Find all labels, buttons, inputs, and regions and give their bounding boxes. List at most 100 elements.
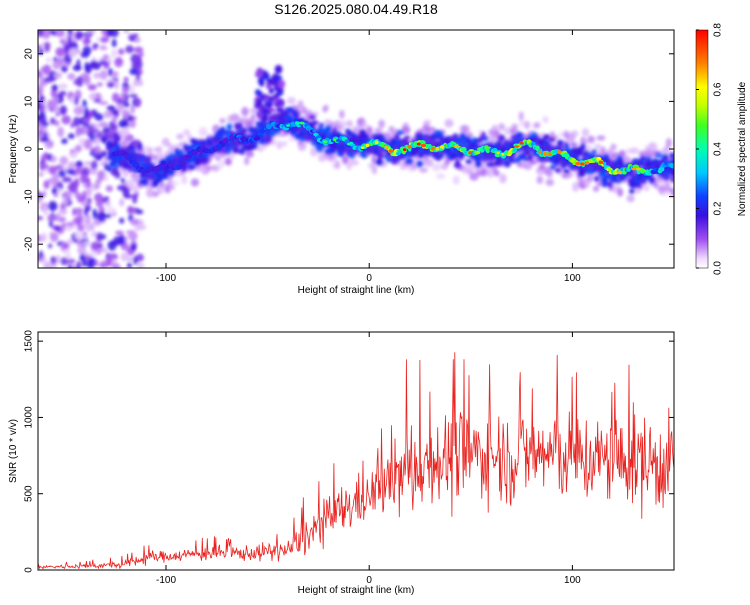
- x-tick-label: 0: [366, 575, 372, 586]
- heatmap-cell: [101, 135, 108, 144]
- heatmap-cell: [64, 226, 74, 231]
- heatmap-cell: [61, 222, 67, 230]
- heatmap-cell: [133, 37, 141, 43]
- figure-title: S126.2025.080.04.49.R18: [274, 1, 438, 17]
- heatmap-cell: [90, 222, 95, 231]
- heatmap-cell: [218, 132, 224, 139]
- heatmap-cell: [360, 146, 365, 150]
- heatmap-cell: [255, 89, 261, 96]
- heatmap-cell: [493, 169, 500, 177]
- heatmap-cell: [145, 188, 155, 198]
- heatmap-cell: [139, 161, 145, 167]
- heatmap-cell: [152, 191, 159, 198]
- colorbar-label: Normalized spectral amplitude: [737, 81, 748, 216]
- heatmap-cell: [225, 157, 232, 166]
- heatmap-cell: [38, 44, 43, 50]
- heatmap-cell: [430, 146, 435, 151]
- heatmap-cell: [273, 73, 279, 83]
- heatmap-cell: [374, 140, 379, 145]
- heatmap-cell: [47, 200, 58, 212]
- heatmap-cell: [58, 90, 67, 97]
- heatmap-cell: [59, 156, 69, 166]
- heatmap-cell: [38, 121, 41, 129]
- heatmap-cell: [58, 83, 68, 90]
- heatmap-cell: [161, 137, 170, 147]
- heatmap-cell: [66, 168, 75, 175]
- heatmap-cell: [361, 152, 367, 159]
- heatmap-cell: [120, 252, 129, 262]
- heatmap-cell: [128, 93, 138, 98]
- heatmap-cell: [120, 177, 125, 183]
- heatmap-cell: [636, 161, 645, 167]
- heatmap-cell: [95, 92, 102, 101]
- colorbar-tick-label: 0.2: [713, 201, 724, 215]
- heatmap-cell: [82, 117, 91, 124]
- heatmap-cell: [107, 68, 114, 77]
- heatmap-cell: [418, 167, 428, 173]
- heatmap-cell: [282, 140, 288, 147]
- heatmap-cell: [378, 119, 386, 129]
- heatmap-cell: [270, 114, 279, 122]
- heatmap-cell: [589, 169, 597, 173]
- heatmap-cell: [38, 72, 44, 80]
- heatmap-cell: [269, 96, 275, 102]
- snr-line: [38, 352, 674, 570]
- heatmap-cell: [536, 175, 544, 185]
- heatmap-cell: [114, 57, 124, 68]
- heatmap-cell: [198, 126, 208, 137]
- heatmap-cell: [173, 180, 180, 186]
- heatmap-cell: [596, 135, 606, 141]
- heatmap-cell: [650, 175, 655, 183]
- heatmap-cell: [38, 216, 44, 221]
- heatmap-cell: [103, 172, 109, 183]
- heatmap-cell: [480, 167, 489, 177]
- heatmap-cell: [87, 84, 97, 91]
- heatmap-cell: [366, 126, 373, 135]
- heatmap-cell: [55, 47, 66, 57]
- heatmap-cell: [55, 111, 60, 117]
- heatmap-cell: [592, 185, 600, 192]
- heatmap-cell: [259, 79, 265, 87]
- heatmap-cell: [467, 137, 472, 144]
- heatmap-cell: [166, 179, 174, 186]
- heatmap-cell: [396, 130, 404, 135]
- heatmap-cell: [103, 61, 110, 70]
- heatmap-cell: [226, 147, 231, 154]
- heatmap-cell: [130, 104, 136, 115]
- heatmap-cell: [39, 159, 47, 164]
- heatmap-cell: [655, 153, 663, 158]
- heatmap-cell: [97, 243, 103, 249]
- heatmap-cell: [127, 262, 132, 268]
- heatmap-cell: [115, 230, 124, 235]
- heatmap-cell: [97, 170, 106, 181]
- heatmap-cell: [299, 121, 305, 125]
- heatmap-cell: [325, 125, 332, 133]
- heatmap-cell: [79, 235, 89, 240]
- heatmap-cell: [89, 184, 97, 191]
- heatmap-cell: [38, 30, 44, 38]
- heatmap-cell: [96, 211, 107, 222]
- heatmap-cell: [265, 123, 272, 130]
- spectrogram-x-ticks: -100 0 100: [156, 30, 581, 284]
- heatmap-cell: [67, 73, 76, 80]
- heatmap-cell: [371, 164, 378, 175]
- heatmap-cell: [512, 147, 517, 153]
- heatmap-cell: [98, 262, 109, 268]
- heatmap-cell: [578, 167, 586, 173]
- heatmap-cell: [103, 110, 113, 119]
- heatmap-cell: [640, 168, 646, 173]
- heatmap-cell: [610, 143, 617, 151]
- heatmap-cell: [465, 159, 472, 164]
- heatmap-cell: [276, 87, 284, 93]
- colorbar-tick-label: 0.6: [713, 82, 724, 96]
- heatmap-cell: [508, 158, 517, 163]
- heatmap-cell: [483, 135, 488, 142]
- heatmap-cell: [365, 143, 370, 148]
- heatmap-cell: [42, 64, 52, 76]
- heatmap-cell: [91, 44, 98, 51]
- heatmap-cell: [543, 134, 550, 140]
- heatmap-cell: [121, 122, 130, 127]
- heatmap-cell: [114, 79, 119, 90]
- heatmap-cell: [558, 131, 566, 138]
- heatmap-cell: [498, 134, 506, 142]
